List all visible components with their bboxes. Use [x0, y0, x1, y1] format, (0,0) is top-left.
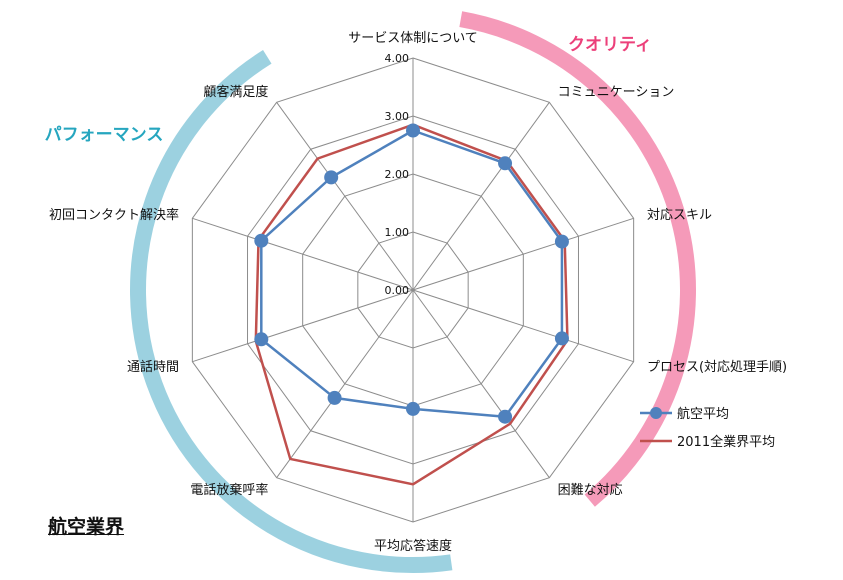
data-point-series-1-2	[554, 234, 569, 249]
spoke-2	[412, 217, 634, 291]
arc-quality	[459, 11, 696, 507]
group-arcs	[130, 11, 696, 573]
tick-label-0: 0.00	[385, 284, 410, 297]
data-point-series-1-4	[498, 409, 513, 424]
axis-label-3: プロセス(対応処理手順)	[647, 360, 787, 375]
spoke-8	[192, 217, 414, 291]
tick-label-1: 1.00	[385, 226, 410, 239]
spoke-3	[412, 289, 634, 363]
axis-label-6: 電話放棄呼率	[190, 482, 268, 498]
spoke-9	[276, 102, 414, 291]
legend-marker-series-1	[650, 407, 662, 419]
axis-label-4: 困難な対応	[558, 483, 623, 498]
spoke-6	[276, 289, 414, 478]
legend-label-series-1: 航空平均	[677, 406, 729, 422]
page-title: 航空業界	[48, 516, 125, 538]
radar-grid	[191, 57, 635, 523]
arc-performance	[130, 50, 453, 573]
axis-label-7: 通話時間	[127, 359, 179, 375]
data-point-series-1-5	[406, 401, 420, 416]
axis-label-9: 顧客満足度	[203, 84, 268, 100]
data-point-series-1-1	[498, 156, 513, 171]
axis-label-2: 対応スキル	[647, 208, 712, 223]
data-point-series-1-8	[254, 233, 269, 248]
spoke-7	[192, 289, 414, 363]
axis-label-1: コミュニケーション	[558, 85, 675, 100]
data-point-series-1-3	[554, 331, 569, 346]
axis-label-0: サービス体制について	[348, 31, 478, 46]
legend: 航空平均 2011全業界平均	[640, 406, 775, 450]
data-series	[254, 123, 569, 486]
tick-label-3: 3.00	[385, 110, 410, 123]
spoke-1	[412, 102, 550, 291]
group-label-quality: クオリティ	[568, 35, 652, 55]
group-label-performance: パフォーマンス	[45, 125, 164, 145]
data-point-series-1-7	[254, 332, 269, 347]
legend-label-series-2: 2011全業界平均	[677, 434, 775, 450]
tick-label-2: 2.00	[385, 168, 410, 181]
spoke-4	[412, 289, 550, 478]
tick-label-4: 4.00	[385, 52, 410, 65]
series-line-2	[254, 123, 569, 486]
data-point-series-1-0	[406, 123, 420, 138]
axis-label-5: 平均応答速度	[374, 538, 452, 554]
data-point-series-1-9	[324, 170, 339, 185]
axis-label-8: 初回コンタクト解決率	[49, 207, 179, 223]
tick-labels: 0.00 1.00 2.00 3.00 4.00	[385, 52, 410, 297]
data-point-series-1-6	[327, 390, 342, 405]
